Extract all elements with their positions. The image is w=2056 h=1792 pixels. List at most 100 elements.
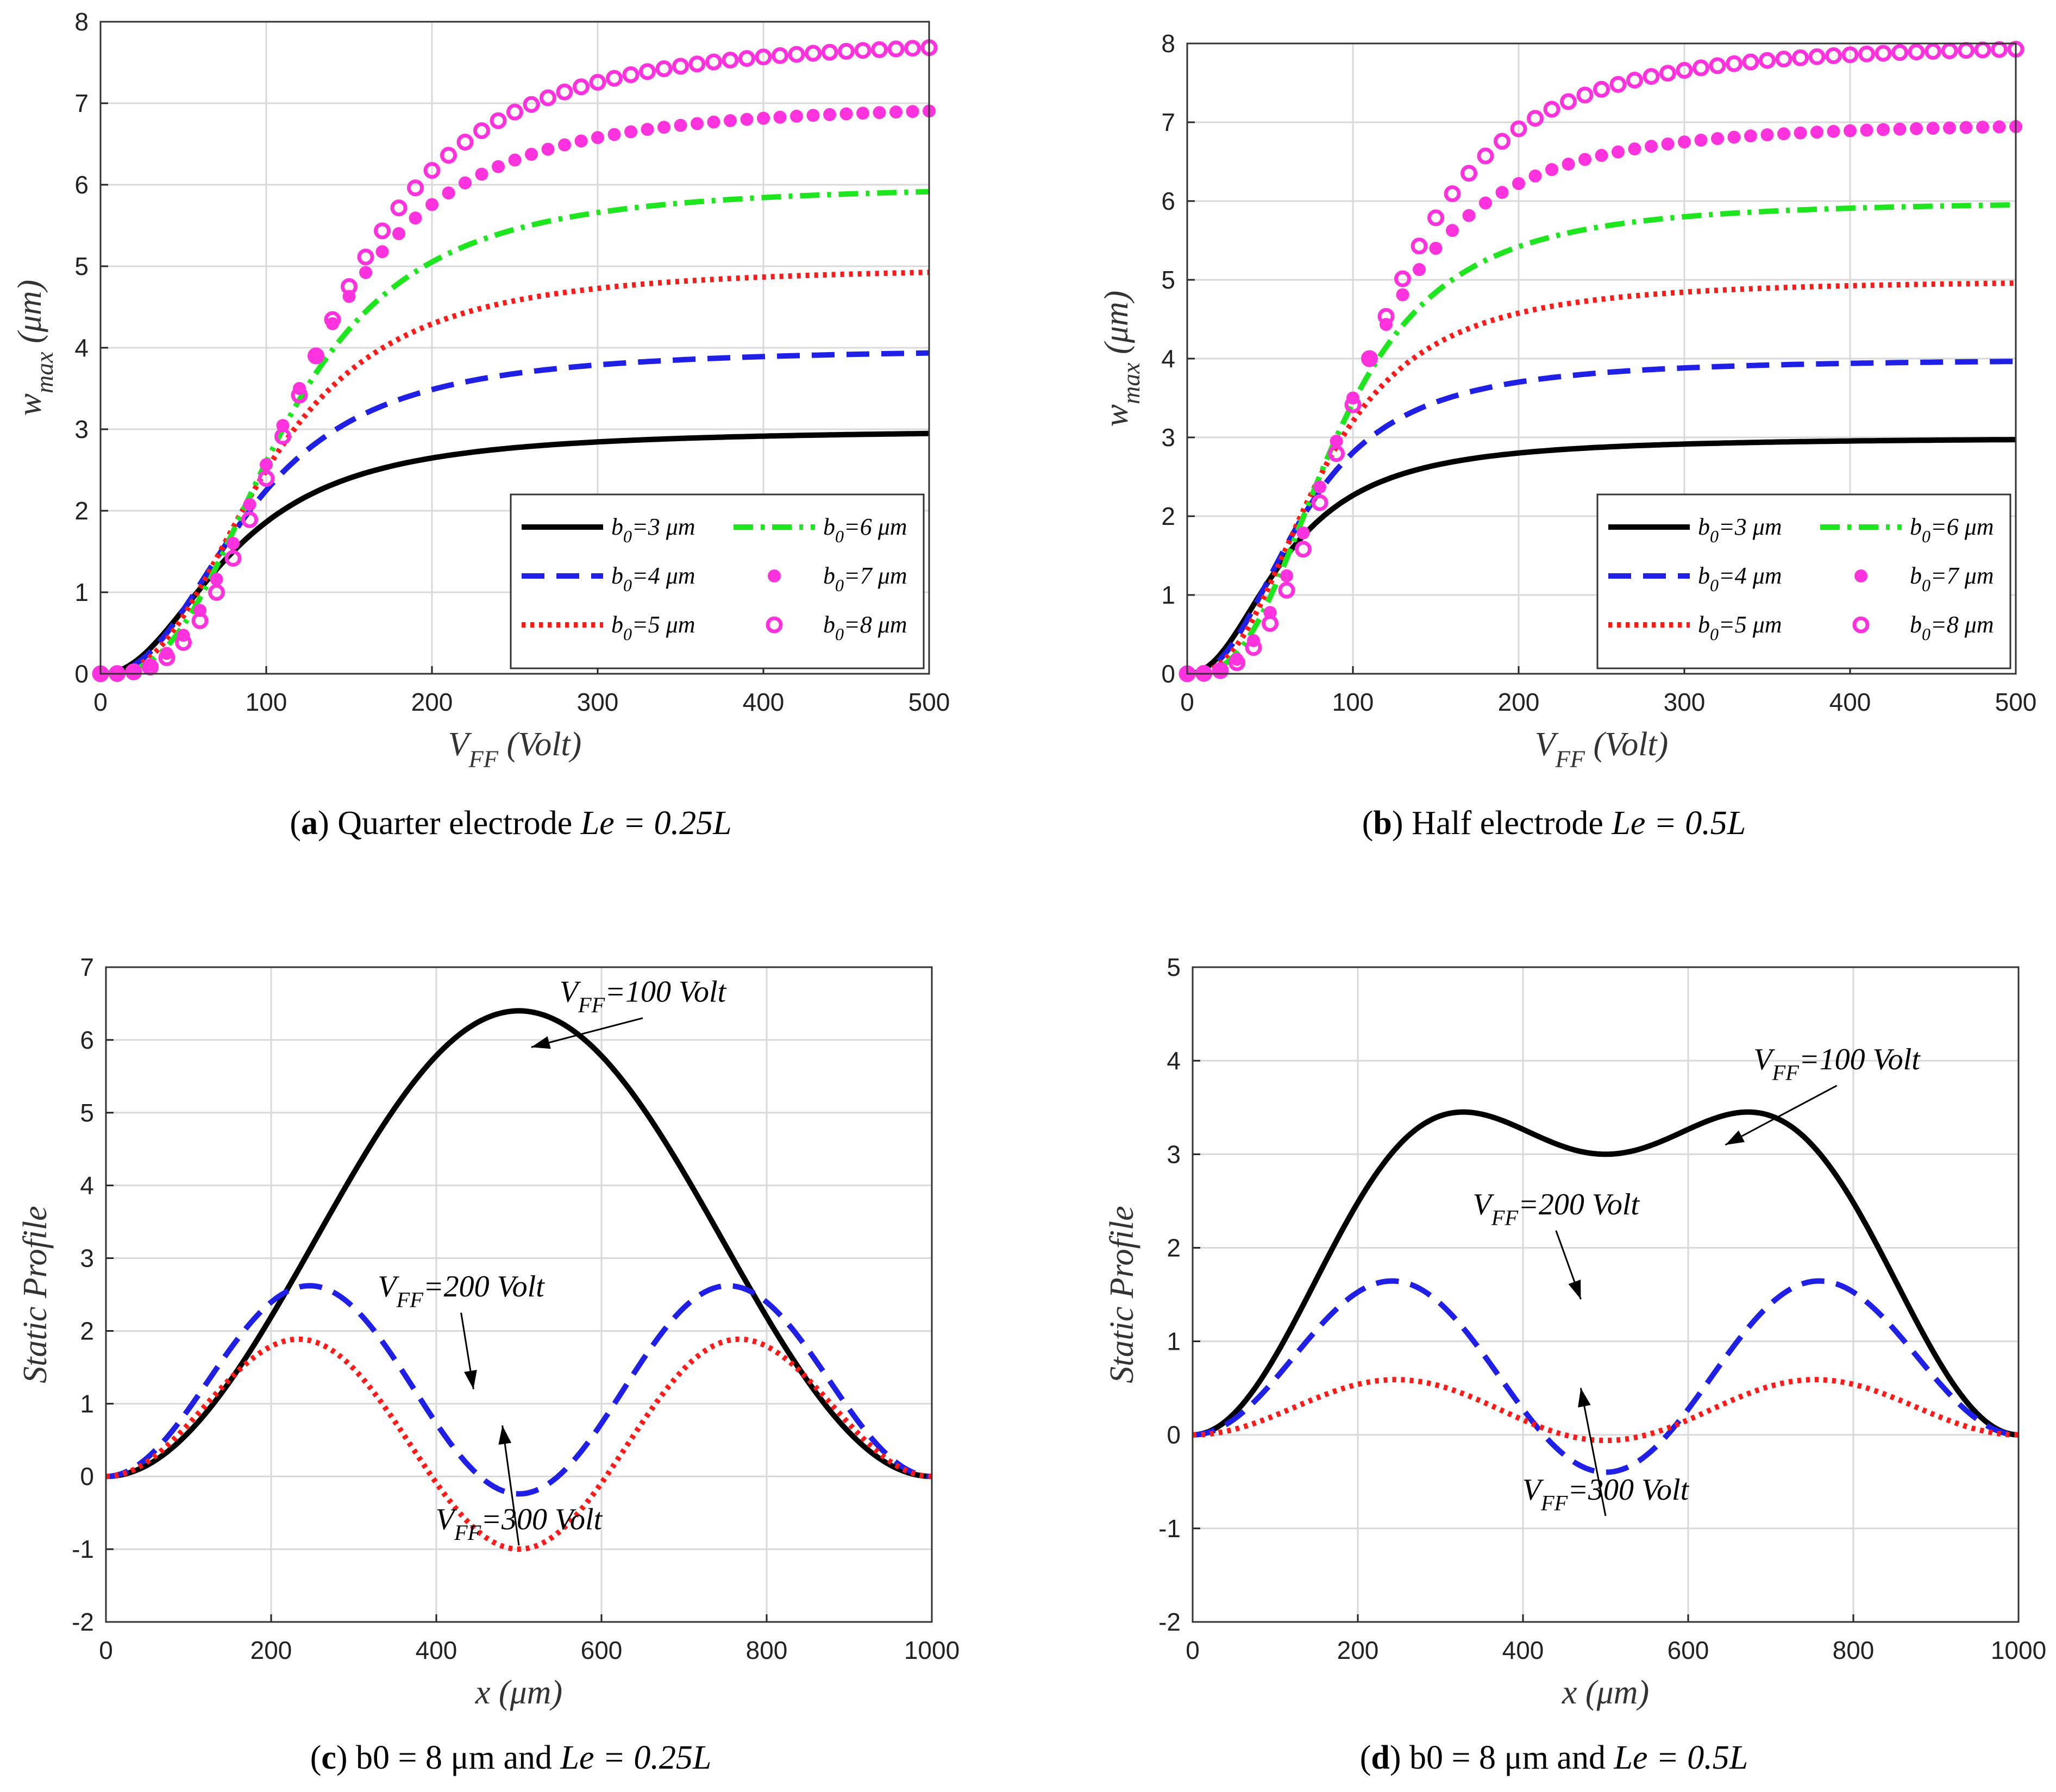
data-point (1576, 86, 1594, 104)
data-point (1678, 135, 1691, 149)
x-tick-label: 200 (411, 688, 453, 716)
data-point (1295, 541, 1312, 558)
data-point (821, 43, 838, 61)
annotation-arrow-head (1568, 1280, 1581, 1300)
data-point (392, 227, 405, 240)
data-point (1908, 43, 1925, 61)
data-point (887, 40, 905, 58)
y-tick-label: 0 (1161, 660, 1175, 688)
data-point (1344, 396, 1362, 413)
data-point (1693, 59, 1709, 77)
series-1-line (1192, 1278, 2019, 1475)
data-point (622, 66, 640, 84)
data-point (1694, 133, 1708, 147)
y-axis-label: wmax (μm) (1098, 291, 1145, 427)
series-0-line (1192, 1109, 2019, 1438)
annotation: VFF=100 Volt (531, 975, 727, 1049)
y-axis-label: Static Profile (1104, 1206, 1140, 1383)
y-tick-label: -1 (1158, 1514, 1181, 1543)
data-point (1891, 44, 1908, 61)
data-point (707, 115, 720, 129)
data-point (540, 89, 556, 106)
legend-label: b0=5 μm (1698, 611, 1782, 644)
data-point (688, 55, 706, 73)
data-point (772, 47, 788, 64)
data-point (243, 498, 256, 511)
y-axis-label: Static Profile (17, 1206, 54, 1383)
chart-panel-a: 0 100 200 300 400 500 0 1 2 3 4 5 6 7 8 VFF (Volt) wmax … (11, 8, 950, 773)
y-tick-label: 5 (1161, 266, 1175, 294)
data-point (1858, 45, 1875, 62)
data-point (1726, 55, 1742, 72)
data-point (341, 278, 358, 295)
data-point (274, 428, 291, 445)
annotation-label: VFF=200 Volt (1473, 1188, 1640, 1230)
legend-label: b0=6 μm (1910, 513, 1994, 546)
legend-label: b0=8 μm (823, 611, 907, 644)
data-point (1777, 127, 1790, 141)
x-tick-label: 500 (1995, 688, 2037, 716)
data-point (1528, 169, 1542, 183)
data-point (589, 73, 606, 91)
data-point (208, 584, 225, 601)
annotation-label: VFF=100 Volt (1753, 1043, 1921, 1085)
y-tick-label: 3 (74, 415, 89, 443)
annotation: VFF=300 Volt (1522, 1388, 1690, 1517)
data-point (125, 663, 142, 680)
legend: b0=3 μm b0=4 μm b0=5 μm b0=6 μm b0=7 μm b0=8 … (1596, 493, 2011, 669)
data-point (641, 123, 654, 136)
y-tick-label: 7 (74, 89, 89, 117)
chart-panel-d: 0 200 400 600 800 1000 -2 -1 0 1 2 3 4 5 x (μm) Static … (1104, 953, 2046, 1711)
data-point (738, 50, 755, 67)
data-point (1578, 153, 1591, 166)
axes-frame (1192, 966, 2020, 1623)
data-point (838, 42, 855, 60)
y-tick-label: 1 (74, 578, 89, 606)
data-point (308, 347, 324, 365)
y-tick-label: 4 (1161, 344, 1175, 373)
y-tick-label: 6 (74, 171, 89, 199)
data-point (324, 311, 341, 328)
y-tick-label: 0 (1167, 1421, 1181, 1449)
series-1-line (105, 1283, 932, 1497)
data-point (655, 60, 673, 78)
legend-marker (766, 616, 783, 634)
data-point (1444, 185, 1461, 203)
legend-marker (768, 569, 781, 582)
y-tick-label: 7 (80, 953, 94, 981)
data-point (475, 167, 488, 181)
caption-a: (a) Quarter electrode Le = 0.25L (290, 805, 732, 842)
data-point (573, 78, 590, 96)
data-point (492, 160, 505, 173)
data-point (823, 108, 836, 121)
y-tick-label: 3 (1161, 423, 1175, 452)
data-point (1394, 270, 1411, 287)
data-point (1844, 124, 1857, 137)
data-point (1959, 121, 1973, 134)
x-tick-label: 100 (1332, 688, 1374, 716)
data-point (227, 537, 240, 550)
annotation-arrow-head (1578, 1388, 1591, 1408)
data-point (1841, 46, 1859, 64)
data-point (906, 105, 919, 118)
data-point (473, 122, 490, 139)
y-tick-label: -2 (1158, 1608, 1181, 1636)
series-3-line (101, 189, 930, 676)
caption-c: (c) b0 = 8 μm and Le = 0.25L (310, 1739, 712, 1776)
data-point (1262, 615, 1278, 632)
x-tick-label: 200 (1498, 688, 1540, 716)
data-point (805, 45, 822, 62)
annotation-arrow-line (1579, 1388, 1607, 1517)
data-point (1560, 93, 1577, 110)
data-point (856, 106, 869, 120)
data-point (241, 511, 258, 528)
data-point (1709, 57, 1726, 74)
annotation: VFF=100 Volt (1725, 1043, 1921, 1146)
legend-label: b0=7 μm (823, 562, 907, 595)
data-point (390, 199, 408, 217)
data-point (1759, 52, 1776, 69)
data-point (1744, 129, 1757, 143)
data-point (606, 70, 623, 87)
data-point (1562, 158, 1575, 171)
y-tick-label: 8 (1161, 29, 1175, 58)
